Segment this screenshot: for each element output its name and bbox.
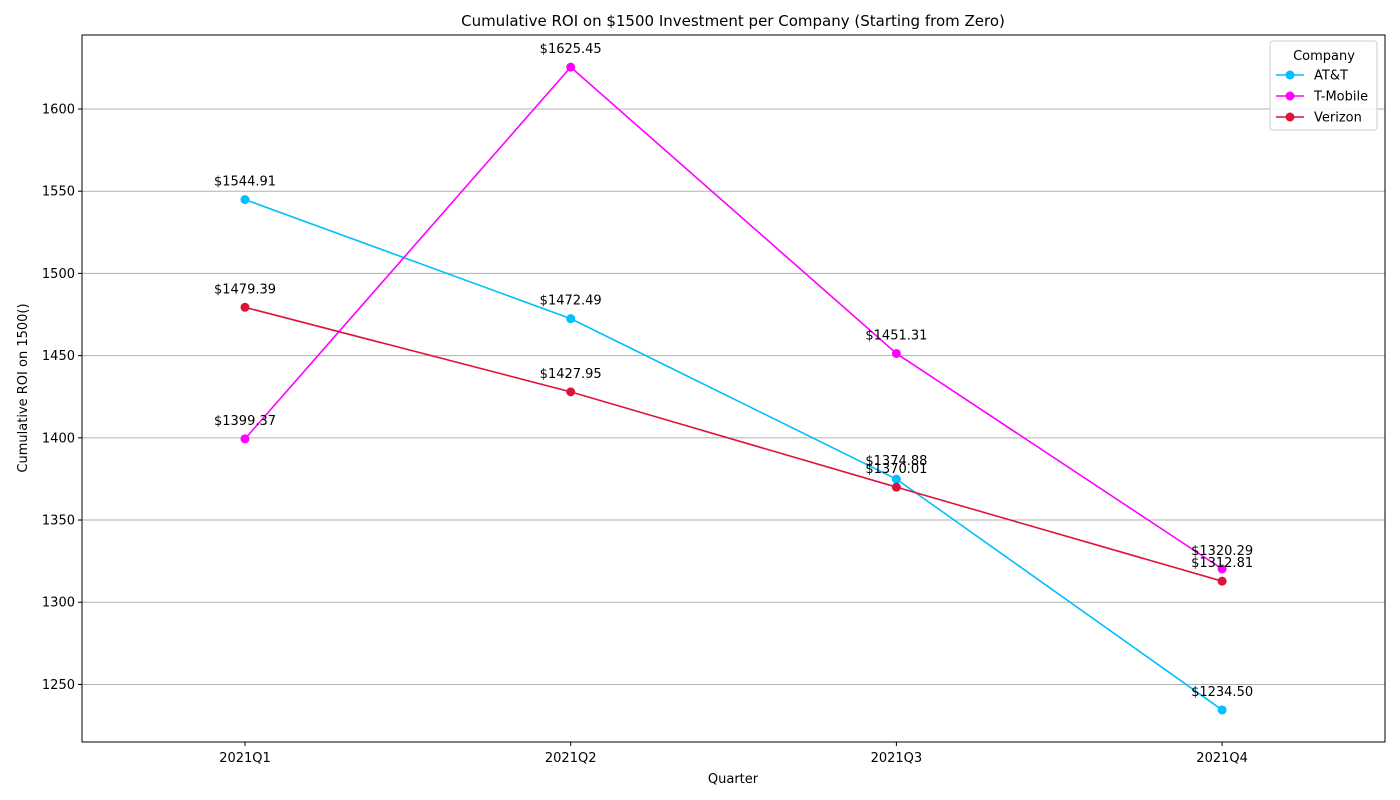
- data-label: $1399.37: [214, 414, 276, 429]
- data-point: [891, 474, 901, 484]
- series-line: [244, 198, 1223, 711]
- y-axis-ticks: 1250 1300 1350 1400 1450 1500 1550 1600: [42, 102, 82, 693]
- data-point: [891, 348, 901, 358]
- data-label: $1472.49: [540, 294, 602, 309]
- data-point: [240, 302, 250, 312]
- legend-entry-t-mobile: T-Mobile: [1276, 90, 1368, 105]
- legend-box: [1269, 40, 1378, 131]
- series-line: [244, 306, 1223, 582]
- x-axis-ticks: 2021Q1 2021Q2 2021Q3 2021Q4: [219, 742, 1248, 766]
- legend-marker: [1285, 91, 1295, 101]
- data-label: $1479.39: [214, 282, 276, 297]
- data-point: [566, 62, 576, 72]
- y-tick-label: 1250: [42, 678, 75, 693]
- data-point: [891, 482, 901, 492]
- data-point: [566, 314, 576, 324]
- y-tick-label: 1350: [42, 514, 75, 529]
- y-tick-label: 1300: [42, 596, 75, 611]
- legend-entry-verizon: Verizon: [1276, 111, 1362, 126]
- y-tick-label: 1550: [42, 185, 75, 200]
- legend-marker: [1285, 70, 1295, 80]
- data-labels: $1544.91 $1472.49 $1374.88 $1234.50 $1399.37…: [214, 42, 1253, 700]
- legend-marker: [1285, 112, 1295, 122]
- x-axis-label: Quarter: [708, 772, 759, 787]
- series-verizon: [240, 302, 1227, 586]
- data-label: $1544.91: [214, 175, 276, 190]
- chart-title: Cumulative ROI on $1500 Investment per C…: [461, 12, 1005, 30]
- x-tick-label: 2021Q2: [545, 751, 597, 766]
- series-line: [244, 66, 1223, 570]
- legend-entries: AT&T T-Mobile Verizon: [1276, 69, 1368, 126]
- y-tick-label: 1450: [42, 349, 75, 364]
- y-tick-label: 1400: [42, 431, 75, 446]
- y-tick-label: 1600: [42, 102, 75, 117]
- data-point: [1217, 705, 1227, 715]
- x-tick-label: 2021Q3: [871, 751, 923, 766]
- data-point: [240, 195, 250, 205]
- data-label: $1234.50: [1191, 685, 1253, 700]
- data-label: $1320.29: [1191, 544, 1253, 559]
- plot-frame: [81, 34, 1386, 743]
- data-label: $1312.81: [1191, 556, 1253, 571]
- data-point: [1217, 576, 1227, 586]
- y-tick-label: 1500: [42, 267, 75, 282]
- legend-label: Verizon: [1314, 111, 1362, 126]
- legend: Company AT&T T-Mobile Verizon: [1269, 40, 1378, 131]
- data-label: $1374.88: [865, 454, 927, 469]
- data-point: [566, 387, 576, 397]
- data-label: $1625.45: [540, 42, 602, 57]
- legend-entry-at-t: AT&T: [1276, 69, 1348, 84]
- data-label: $1451.31: [865, 328, 927, 343]
- series-t-mobile: [240, 62, 1227, 574]
- x-tick-label: 2021Q1: [219, 751, 271, 766]
- data-label: $1370.01: [865, 462, 927, 477]
- data-point: [240, 434, 250, 444]
- data-label: $1427.95: [540, 367, 602, 382]
- x-tick-label: 2021Q4: [1196, 751, 1248, 766]
- data-point: [1217, 564, 1227, 574]
- legend-title: Company: [1293, 49, 1355, 64]
- series-at-t: [240, 195, 1227, 715]
- legend-label: T-Mobile: [1313, 90, 1368, 105]
- y-axis-label: Cumulative ROI on 1500(): [16, 303, 31, 472]
- y-gridlines: [82, 108, 1385, 685]
- legend-label: AT&T: [1314, 69, 1348, 84]
- series-layer: [240, 62, 1227, 715]
